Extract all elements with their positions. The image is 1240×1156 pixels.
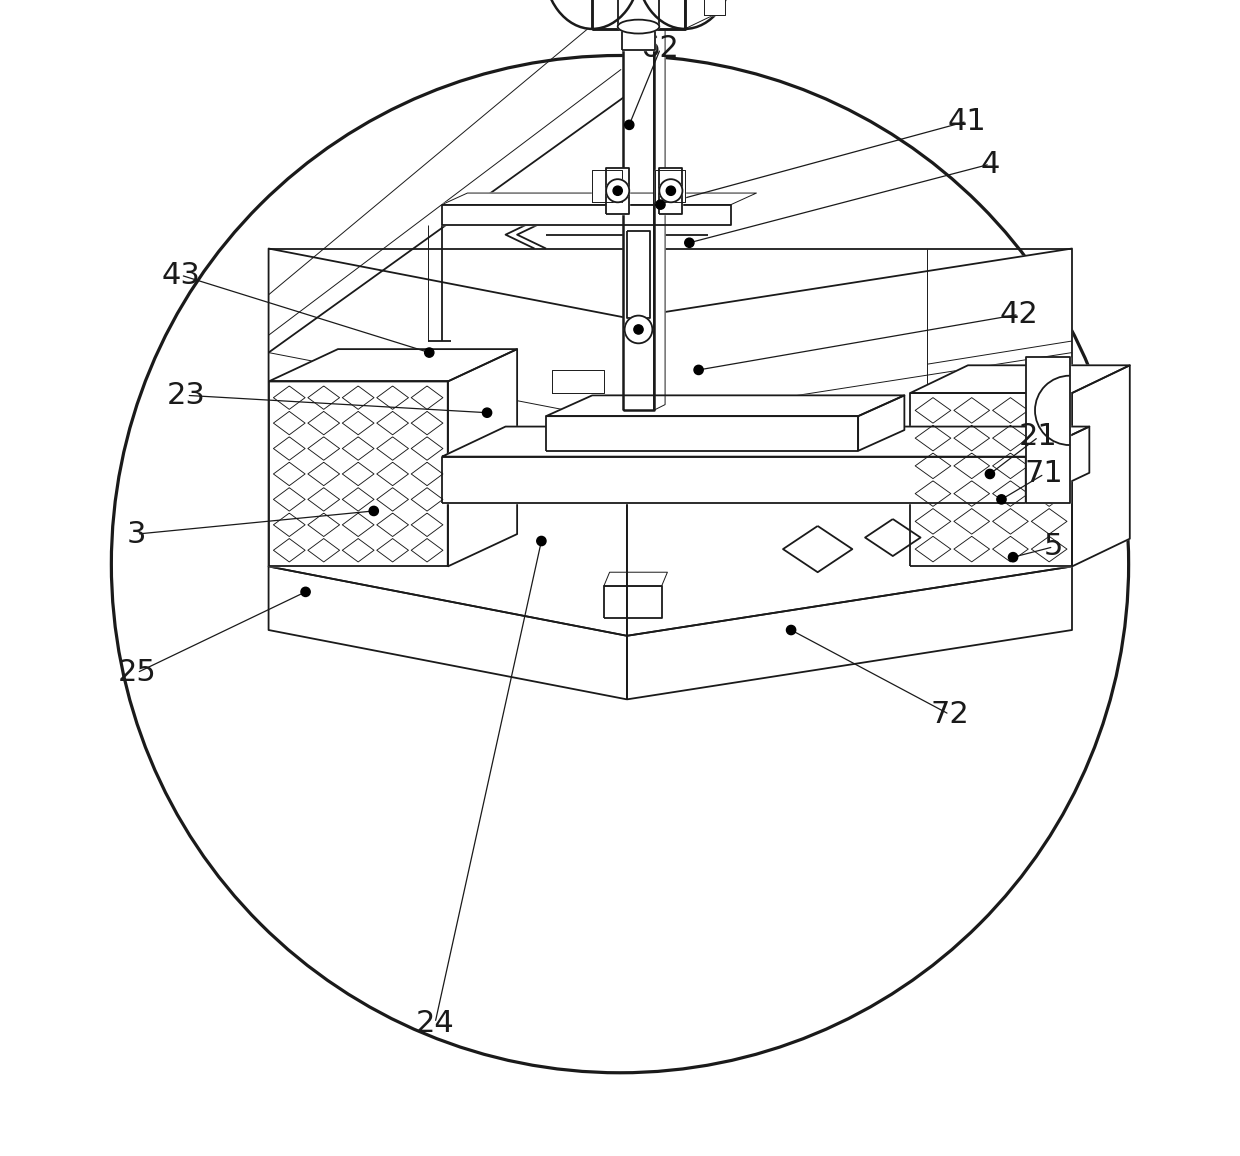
Circle shape (424, 348, 434, 357)
Circle shape (660, 179, 682, 202)
Circle shape (997, 495, 1006, 504)
Circle shape (694, 365, 703, 375)
Polygon shape (606, 168, 629, 214)
Polygon shape (624, 17, 653, 410)
Polygon shape (593, 0, 684, 29)
Polygon shape (441, 427, 1089, 457)
Ellipse shape (636, 0, 733, 29)
Text: 43: 43 (161, 260, 200, 290)
Polygon shape (1025, 357, 1070, 503)
Polygon shape (269, 381, 448, 566)
Ellipse shape (543, 0, 641, 29)
Circle shape (625, 120, 634, 129)
Ellipse shape (618, 20, 660, 34)
Polygon shape (546, 395, 904, 416)
Text: 21: 21 (1019, 422, 1058, 452)
Polygon shape (593, 0, 684, 29)
Text: 24: 24 (415, 1008, 454, 1038)
Polygon shape (622, 29, 655, 50)
Circle shape (537, 536, 546, 546)
Polygon shape (1025, 427, 1089, 503)
Polygon shape (653, 12, 665, 410)
Polygon shape (627, 231, 650, 318)
Circle shape (625, 316, 652, 343)
Text: 5: 5 (1044, 532, 1063, 562)
Circle shape (606, 179, 629, 202)
Polygon shape (269, 566, 627, 699)
Circle shape (684, 238, 694, 247)
Polygon shape (269, 349, 517, 381)
Circle shape (482, 408, 492, 417)
Circle shape (634, 325, 644, 334)
Polygon shape (441, 457, 1025, 503)
Polygon shape (627, 249, 1073, 636)
Polygon shape (448, 349, 517, 566)
Polygon shape (684, 0, 714, 29)
Polygon shape (441, 193, 756, 205)
Polygon shape (858, 395, 904, 451)
Polygon shape (1073, 365, 1130, 566)
Text: 41: 41 (947, 106, 986, 136)
Polygon shape (655, 170, 684, 202)
Text: 62: 62 (641, 34, 680, 64)
Polygon shape (441, 205, 730, 225)
Polygon shape (627, 566, 1073, 699)
Circle shape (301, 587, 310, 596)
Text: 42: 42 (999, 299, 1038, 329)
Circle shape (656, 200, 665, 209)
Text: 72: 72 (930, 699, 968, 729)
Circle shape (1008, 553, 1018, 562)
Circle shape (786, 625, 796, 635)
Text: 25: 25 (118, 658, 156, 688)
Polygon shape (704, 0, 725, 15)
Circle shape (370, 506, 378, 516)
Polygon shape (618, 0, 660, 27)
Polygon shape (552, 370, 604, 393)
Text: 71: 71 (1025, 459, 1064, 489)
Circle shape (613, 186, 622, 195)
Text: 23: 23 (167, 380, 206, 410)
Circle shape (986, 469, 994, 479)
Text: 4: 4 (981, 149, 999, 179)
Polygon shape (269, 249, 627, 636)
Text: 3: 3 (126, 519, 146, 549)
Circle shape (666, 186, 676, 195)
Polygon shape (660, 168, 682, 214)
Polygon shape (910, 393, 1073, 566)
Polygon shape (593, 170, 622, 202)
Polygon shape (546, 416, 858, 451)
Polygon shape (910, 365, 1130, 393)
